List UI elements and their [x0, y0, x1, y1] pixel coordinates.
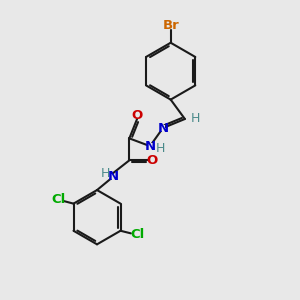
FancyBboxPatch shape	[111, 174, 116, 179]
FancyBboxPatch shape	[134, 232, 140, 237]
FancyBboxPatch shape	[169, 24, 172, 28]
Text: N: N	[108, 170, 119, 183]
FancyBboxPatch shape	[103, 170, 108, 176]
Text: O: O	[146, 154, 158, 167]
FancyBboxPatch shape	[149, 158, 154, 163]
Text: H: H	[101, 167, 110, 180]
Text: N: N	[158, 122, 169, 134]
Text: O: O	[131, 110, 143, 122]
Text: N: N	[144, 140, 156, 153]
FancyBboxPatch shape	[147, 143, 153, 149]
FancyBboxPatch shape	[55, 197, 61, 202]
FancyBboxPatch shape	[160, 125, 165, 130]
Text: Br: Br	[162, 20, 179, 32]
Text: H: H	[156, 142, 166, 155]
FancyBboxPatch shape	[135, 114, 140, 118]
Text: H: H	[191, 112, 200, 125]
Text: Cl: Cl	[130, 228, 144, 241]
Text: Cl: Cl	[51, 193, 65, 206]
